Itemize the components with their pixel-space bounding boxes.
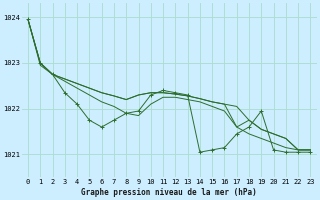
X-axis label: Graphe pression niveau de la mer (hPa): Graphe pression niveau de la mer (hPa) (81, 188, 257, 197)
